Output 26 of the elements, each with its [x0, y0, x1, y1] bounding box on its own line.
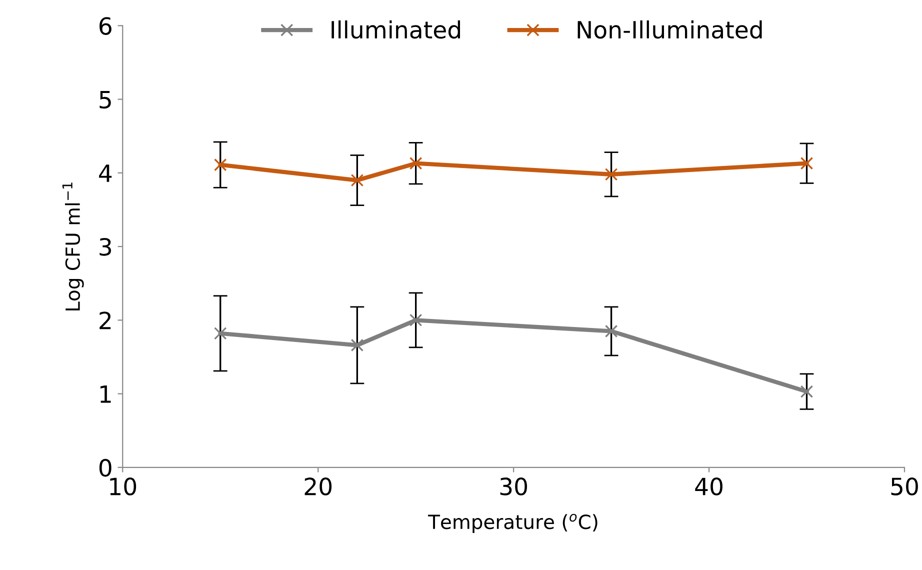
legend-label: Illuminated	[332, 20, 460, 39]
point	[350, 174, 364, 187]
y-axis-title: Log CFU ml$^{−1}$	[62, 182, 84, 310]
point	[800, 156, 814, 170]
y-tick-label: 3	[100, 238, 112, 256]
y-tick-label: 1	[100, 386, 111, 403]
point	[604, 324, 618, 338]
legend-label: Non-Illuminated	[578, 20, 762, 39]
x-tick-label: 20	[304, 478, 332, 496]
y-tick-label: 5	[100, 91, 111, 109]
x-tick-label: 50	[891, 478, 918, 496]
point	[214, 327, 227, 340]
x-tick-label: 30	[500, 478, 528, 496]
point	[604, 168, 618, 181]
x-tick-label: 10	[110, 478, 136, 496]
point	[800, 385, 814, 398]
point	[409, 156, 422, 170]
point	[350, 338, 364, 352]
y-tick-label: 0	[99, 458, 112, 477]
point	[409, 314, 422, 327]
x-tick-label: 40	[695, 478, 722, 496]
y-tick-label: 6	[100, 17, 112, 35]
y-tick-label: 2	[100, 312, 111, 330]
point	[214, 158, 227, 172]
y-tick-label: 4	[99, 164, 112, 182]
x-axis-title: Temperature ($^{o}$C)	[428, 514, 598, 533]
